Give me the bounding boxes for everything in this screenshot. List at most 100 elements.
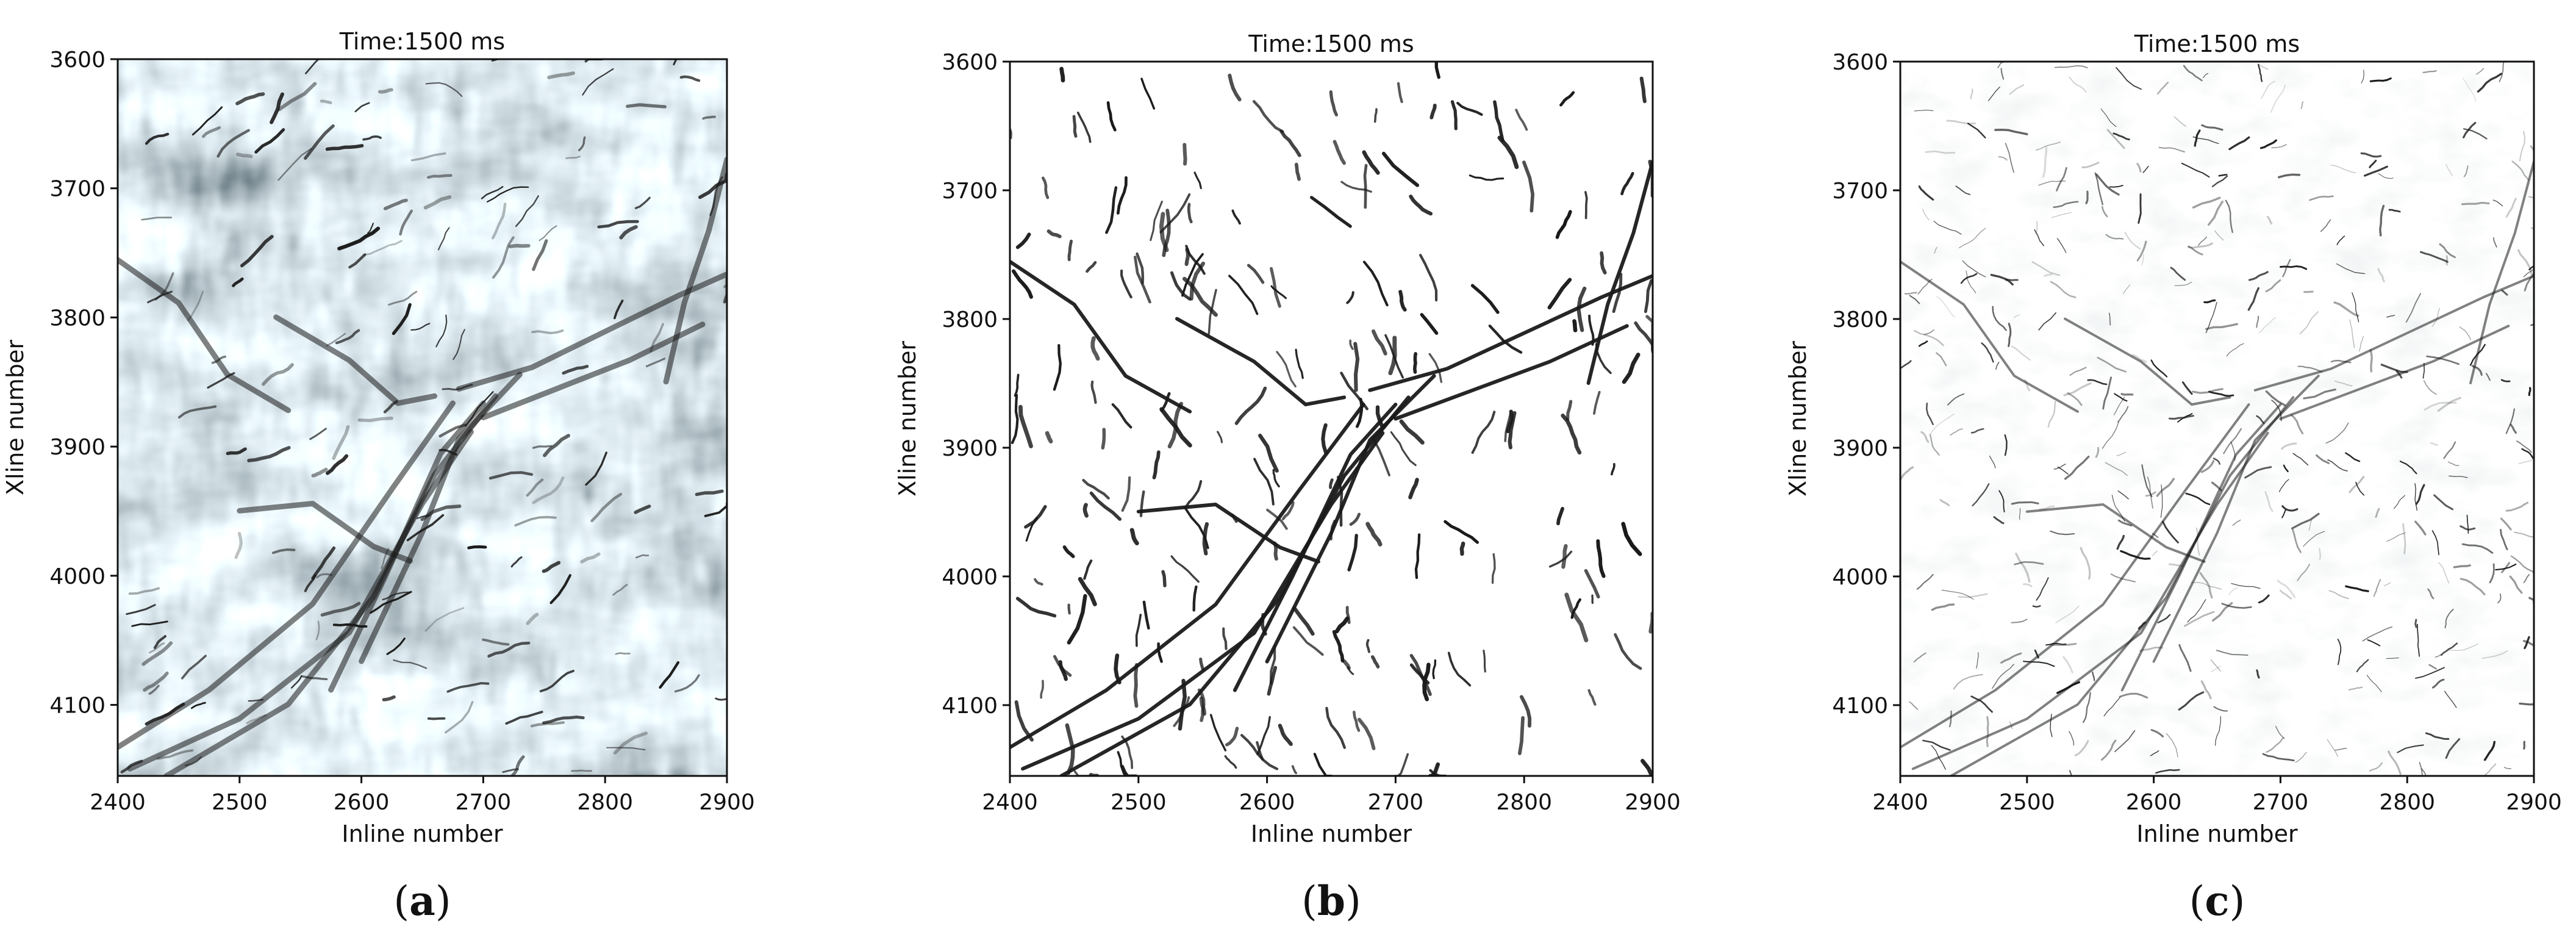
fault-line [2352, 292, 2360, 323]
fault-line [1648, 159, 1653, 198]
fault-line [2053, 464, 2066, 470]
fault-line [538, 225, 557, 242]
fault-line [357, 417, 393, 423]
fault-line [704, 502, 727, 517]
fault-line [1182, 276, 1218, 317]
fault-line [2108, 312, 2111, 326]
fault-line [2042, 146, 2048, 178]
fault-line [2345, 452, 2361, 462]
fault-line [2136, 163, 2142, 173]
fault-line [539, 670, 575, 692]
fault-line [1918, 185, 1934, 201]
y-tick-label: 4000 [1832, 565, 1888, 590]
fault-line [2228, 587, 2238, 595]
fault-line [2364, 165, 2388, 177]
fault-line [2156, 81, 2169, 95]
fault-line [606, 747, 646, 751]
fault-line [2178, 691, 2205, 711]
fault-line [2201, 124, 2224, 131]
fault-line [467, 545, 487, 550]
fault-line [2081, 162, 2100, 168]
fault-line [1182, 143, 1187, 166]
fault-line [1946, 120, 1976, 125]
fault-line [2138, 622, 2146, 630]
fault-line [2281, 509, 2286, 518]
fault-line [634, 504, 651, 514]
fault-line [1993, 516, 2005, 525]
fault-line [1225, 727, 1239, 747]
fault-line [2399, 461, 2417, 475]
fault-line [1420, 313, 1439, 335]
fault-line [1121, 476, 1131, 512]
fault-line [2292, 528, 2302, 553]
fault-line [2295, 752, 2307, 763]
fault-line [2417, 623, 2420, 657]
fault-line [453, 329, 465, 361]
fault-line [2095, 173, 2120, 196]
fault-line [1988, 87, 2000, 101]
fault-line [410, 323, 431, 331]
fault-line [2157, 614, 2171, 623]
fault-line [128, 587, 160, 595]
fault-line [2181, 381, 2193, 395]
fault-line [2068, 770, 2073, 776]
fault-line [1989, 455, 1996, 468]
fault-line [2265, 390, 2286, 406]
y-tick-label: 3800 [49, 306, 106, 331]
fault-line [1329, 90, 1338, 117]
fault-trace [2469, 160, 2534, 384]
fault-line [2120, 393, 2134, 396]
fault-line [580, 552, 601, 564]
fault-line [248, 699, 264, 702]
fault-line [1160, 392, 1171, 412]
fault-line [2334, 748, 2347, 751]
fault-line [332, 425, 350, 461]
fault-line [2414, 483, 2417, 511]
fault-line [542, 561, 561, 573]
fault-line [1373, 108, 1378, 123]
fault-line [1432, 659, 1437, 680]
chart-title: Time:1500 ms [1248, 30, 1414, 57]
fault-line [1231, 209, 1241, 225]
fault-line [2114, 393, 2128, 402]
fault-line [1134, 256, 1151, 304]
fault-line [1062, 545, 1075, 558]
fault-line [423, 195, 452, 210]
fault-line [487, 186, 529, 203]
fault-line [1247, 264, 1265, 284]
fault-line [1444, 520, 1479, 544]
fault-line [2247, 287, 2260, 311]
fault-line [505, 711, 543, 725]
fault-line [2505, 501, 2529, 512]
fault-line [2327, 459, 2348, 472]
fault-line [679, 75, 701, 82]
fault-line [1936, 352, 1947, 367]
fault-line [305, 59, 322, 74]
fault-line [261, 363, 294, 386]
fault-line [2116, 534, 2125, 550]
fault-line [2271, 400, 2282, 422]
fault-line [2142, 165, 2149, 173]
fault-line [2501, 289, 2508, 296]
fault-line [2271, 144, 2287, 148]
fault-line [1292, 606, 1315, 636]
fault-line [543, 434, 570, 457]
x-axis-label: Inline number [2136, 820, 2298, 847]
fault-line [1197, 688, 1206, 722]
fault-line [311, 467, 328, 478]
fault-line [2136, 240, 2147, 262]
fault-line [1593, 390, 1601, 415]
y-tick-label: 3600 [942, 50, 998, 75]
fault-line [2279, 589, 2292, 600]
fault-line [531, 329, 564, 334]
fault-line [2004, 434, 2008, 456]
fault-line [1292, 626, 1324, 656]
fault-line [2156, 478, 2175, 497]
fault-line [2095, 447, 2100, 458]
fault-line [1909, 701, 1919, 710]
fault-line [2259, 139, 2277, 149]
fault-trace [1010, 403, 1365, 750]
fault-line [634, 196, 651, 209]
fault-line [2008, 323, 2012, 347]
fault-line [2388, 209, 2401, 213]
